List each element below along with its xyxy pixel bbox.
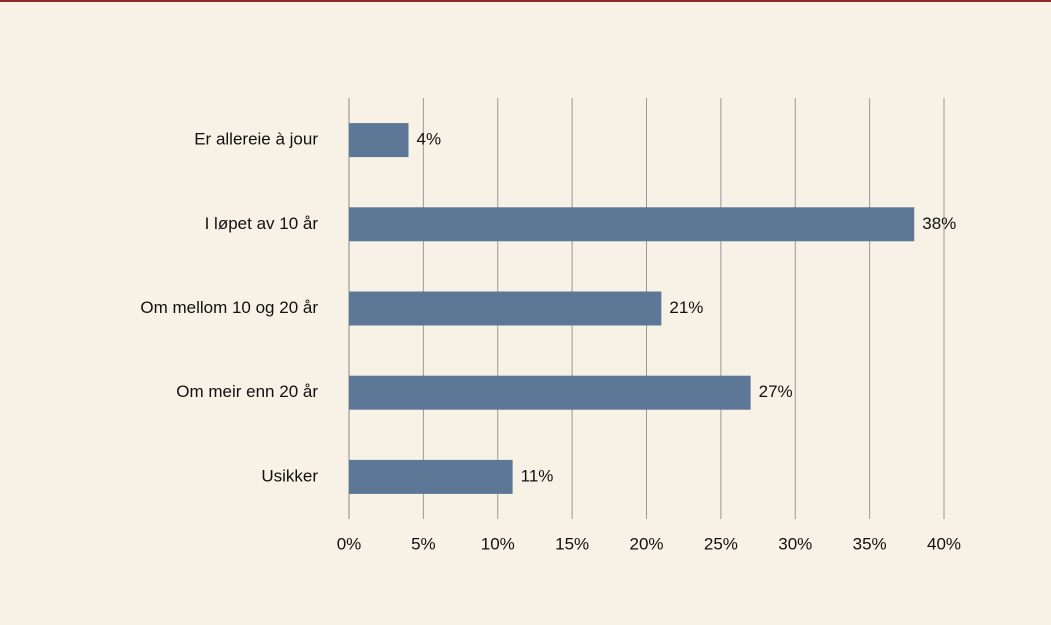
y-tick-label: Er allereie à jour <box>194 130 318 149</box>
x-tick-label: 0% <box>337 534 362 553</box>
bar <box>349 375 751 410</box>
value-label: 11% <box>521 466 554 485</box>
y-tick-label: Om mellom 10 og 20 år <box>140 298 318 317</box>
bar <box>349 123 409 158</box>
y-tick-label: Usikker <box>261 466 318 485</box>
y-tick-label: Om meir enn 20 år <box>176 382 318 401</box>
x-tick-label: 15% <box>555 534 589 553</box>
y-tick-label: I løpet av 10 år <box>205 214 319 233</box>
x-tick-label: 35% <box>853 534 887 553</box>
x-tick-label: 40% <box>927 534 961 553</box>
bar <box>349 291 662 326</box>
bar <box>349 207 915 242</box>
value-label: 4% <box>417 130 442 149</box>
x-tick-label: 5% <box>411 534 436 553</box>
x-tick-label: 25% <box>704 534 738 553</box>
x-tick-label: 20% <box>629 534 663 553</box>
value-label: 21% <box>669 298 703 317</box>
value-label: 27% <box>759 382 793 401</box>
x-tick-label: 30% <box>778 534 812 553</box>
x-tick-label: 10% <box>481 534 515 553</box>
value-label: 38% <box>922 214 956 233</box>
bar <box>349 459 513 494</box>
